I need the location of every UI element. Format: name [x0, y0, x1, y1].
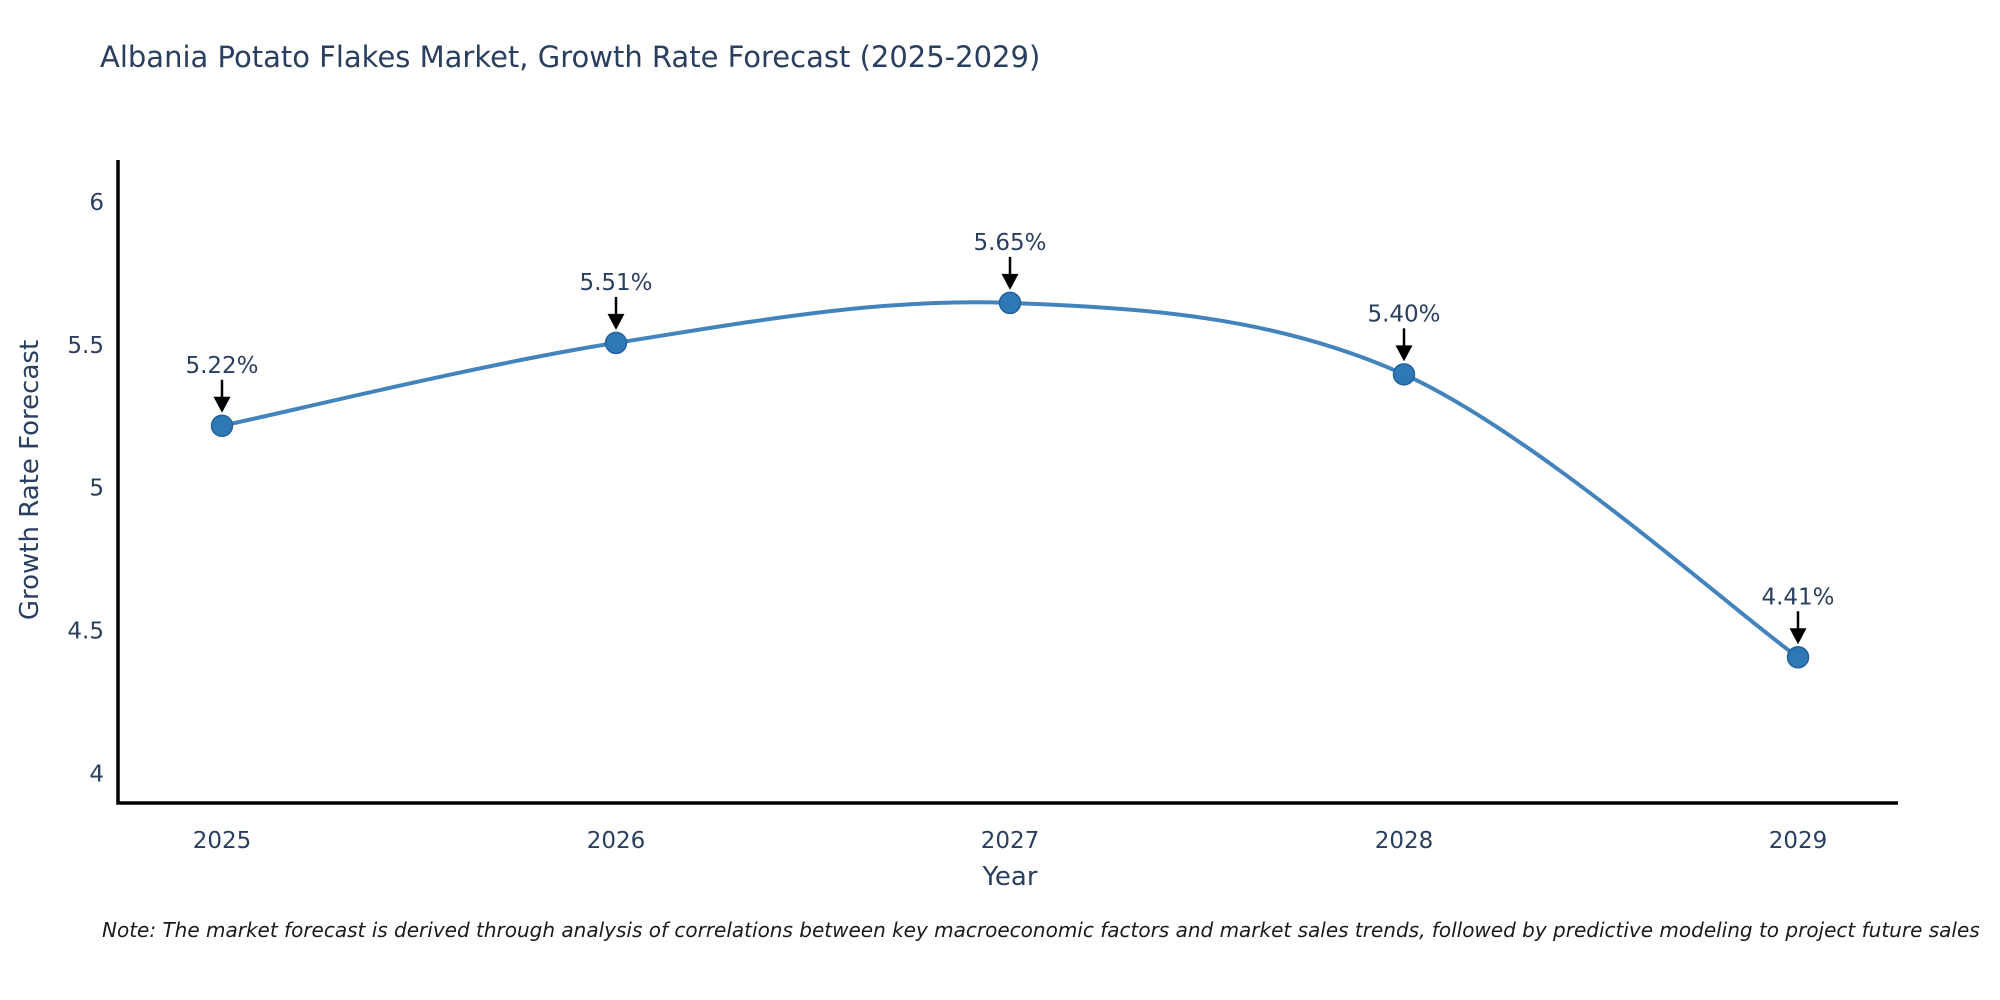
data-point-marker — [210, 414, 234, 438]
x-axis-title: Year — [982, 862, 1038, 892]
y-tick-label: 4 — [89, 761, 104, 787]
y-tick-label: 6 — [89, 190, 104, 216]
data-point-marker — [604, 331, 628, 355]
annotation-arrow-head — [607, 313, 625, 330]
point-label: 5.40% — [1367, 301, 1440, 327]
axis-spines — [116, 160, 1898, 805]
point-label: 5.65% — [973, 230, 1046, 256]
point-label: 5.22% — [185, 353, 258, 379]
data-point-marker — [998, 291, 1022, 315]
data-point-marker — [1786, 646, 1810, 669]
data-point-marker — [1392, 363, 1416, 386]
y-tick-label: 5 — [89, 476, 104, 502]
annotation-arrow-head — [1789, 628, 1807, 645]
x-tick-label: 2026 — [587, 828, 646, 854]
x-tick-label: 2025 — [193, 828, 252, 854]
annotation-arrow-head — [1001, 273, 1019, 290]
x-tick-label: 2029 — [1769, 828, 1828, 854]
x-tick-label: 2027 — [981, 828, 1040, 854]
annotation-arrow-head — [213, 396, 231, 413]
y-tick-label: 5.5 — [67, 333, 104, 359]
x-tick-label: 2028 — [1375, 828, 1434, 854]
line-series — [220, 300, 1800, 660]
point-label: 4.41% — [1761, 584, 1834, 610]
y-tick-label: 4.5 — [67, 619, 104, 645]
footnote-text: Note: The market forecast is derived thr… — [102, 918, 1980, 942]
point-label: 5.51% — [579, 270, 652, 296]
chart-title: Albania Potato Flakes Market, Growth Rat… — [100, 40, 1041, 74]
annotation-arrow-head — [1395, 345, 1413, 362]
